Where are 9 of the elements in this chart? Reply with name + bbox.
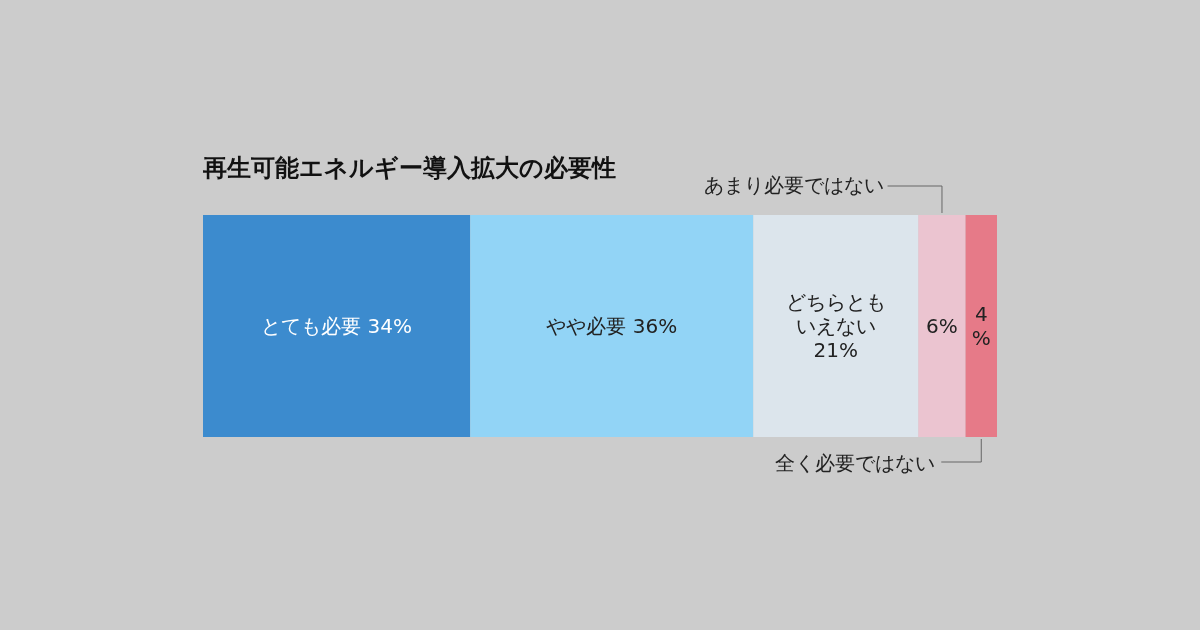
data-label: 6%: [926, 314, 958, 338]
series-label: どちらともいえない: [785, 290, 886, 338]
series-label: あまり必要ではない: [703, 173, 884, 197]
text: やや必要 36%: [546, 314, 678, 338]
data-label: 21%: [813, 338, 859, 362]
series-label: 全く必要ではない: [775, 451, 936, 475]
data-label: 4%: [971, 302, 991, 350]
text: とても必要 34%: [261, 314, 413, 338]
chart-title: 再生可能エネルギー導入拡大の必要性: [202, 154, 616, 182]
